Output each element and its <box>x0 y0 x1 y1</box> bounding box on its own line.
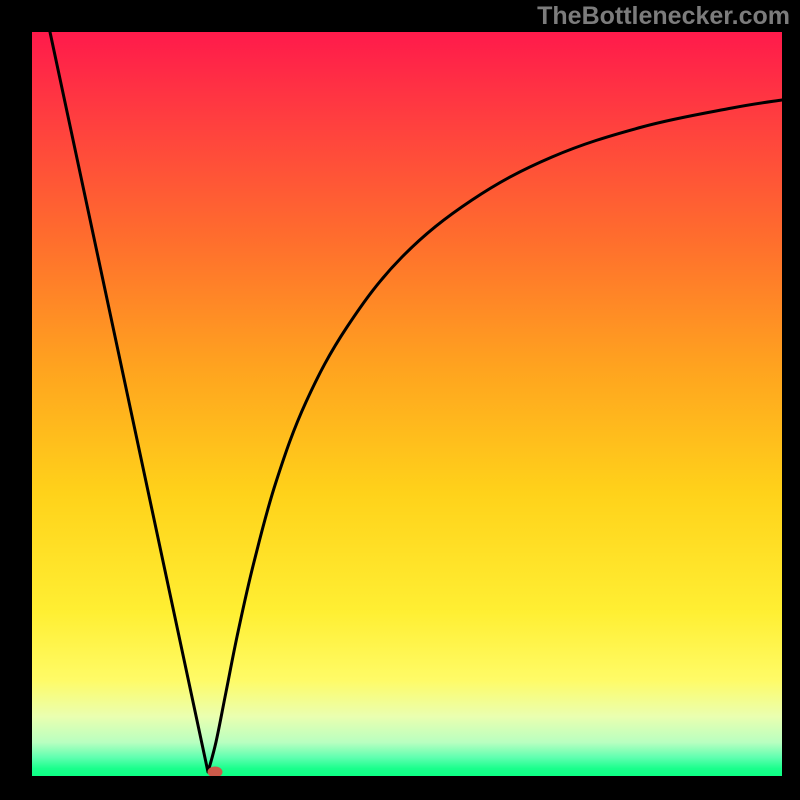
curve-svg <box>32 32 782 776</box>
chart-container: TheBottlenecker.com <box>0 0 800 800</box>
frame-left <box>0 0 32 800</box>
frame-right <box>782 0 800 800</box>
frame-bottom <box>0 776 800 800</box>
watermark-text: TheBottlenecker.com <box>537 2 790 31</box>
bottleneck-curve <box>50 32 782 772</box>
optimum-marker <box>208 767 223 777</box>
plot-area <box>32 32 782 776</box>
